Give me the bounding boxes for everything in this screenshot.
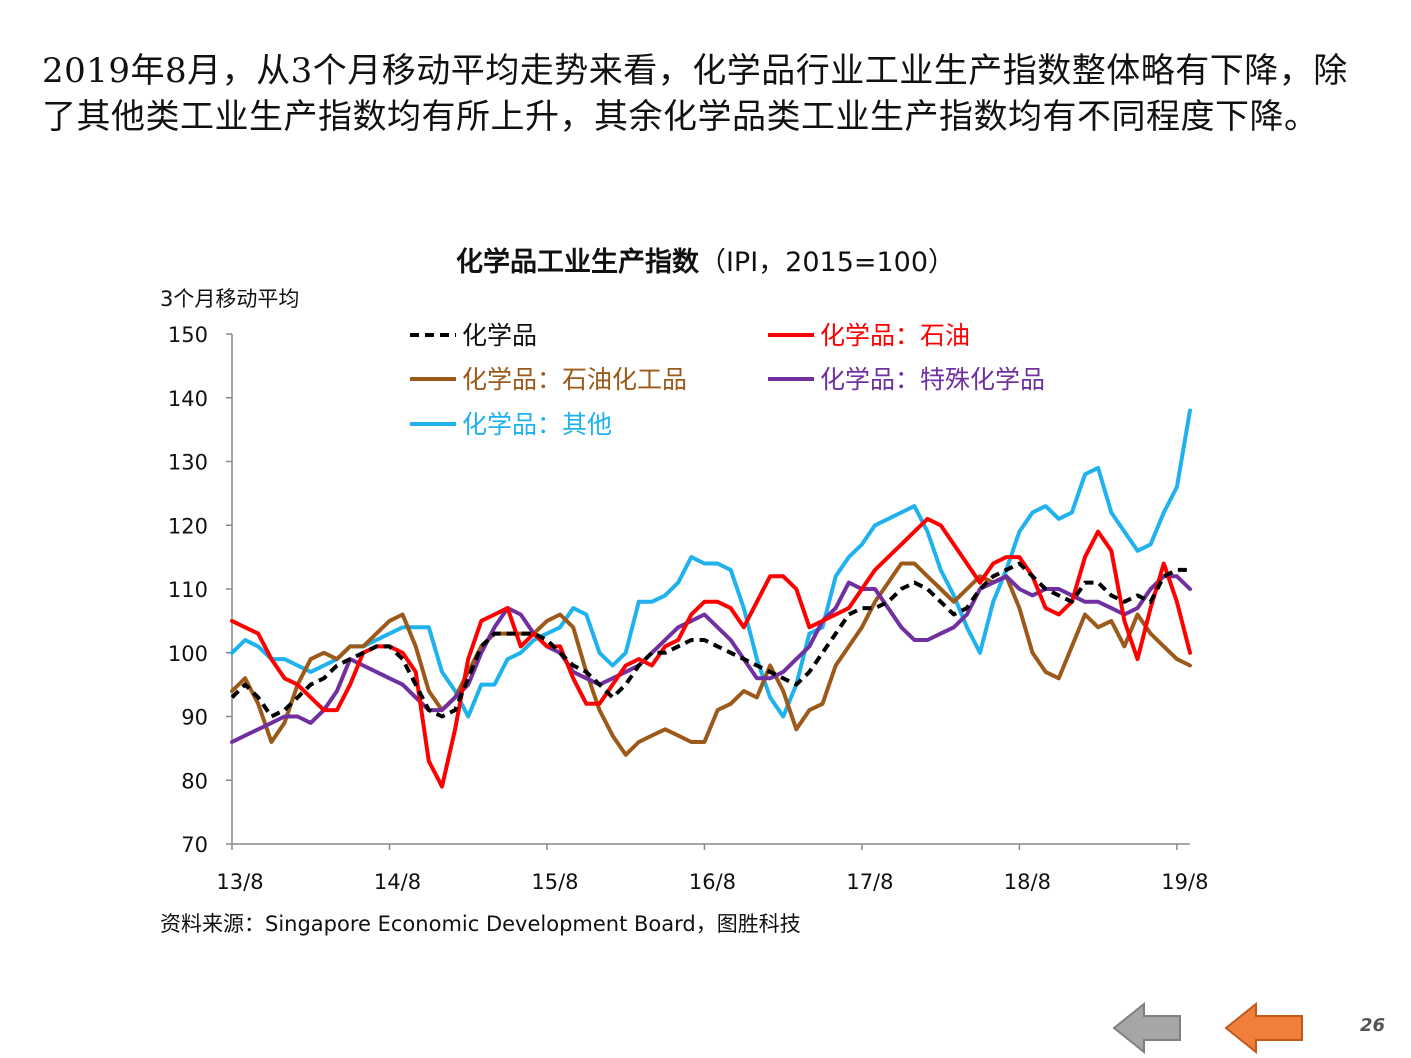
legend-label-petrochemicals: 化学品：石油化工品 [462,365,687,394]
source-note: 资料来源：Singapore Economic Development Boar… [160,912,801,936]
y-tick-label: 120 [168,514,208,538]
legend-label-petroleum: 化学品：石油 [820,321,970,350]
x-tick-label: 15/8 [531,870,578,894]
x-tick-label: 17/8 [846,870,893,894]
x-tick-label: 13/8 [216,870,263,894]
series-line-petrochemicals [230,561,1192,757]
y-tick-label: 90 [181,706,208,730]
legend-label-chemicals: 化学品 [462,321,537,350]
x-tick-label: 16/8 [689,870,736,894]
chart-title-main: 化学品工业生产指数 [455,247,699,278]
chart-title: 化学品工业生产指数（IPI，2015=100） [0,240,1411,279]
page-number: 26 [1360,1015,1386,1036]
series-line-specialty [230,574,1192,744]
series-line-petroleum [230,516,1192,789]
y-tick-label: 140 [168,387,208,411]
series-line-chemicals [230,561,1190,719]
x-tick-label: 19/8 [1161,870,1208,894]
y-tick-label: 150 [168,323,208,347]
y-tick-label: 110 [168,578,208,602]
next-page-button[interactable] [1222,998,1312,1058]
headline: 2019年8月，从3个月移动平均走势来看，化学品行业工业生产指数整体略有下降，除… [42,51,1348,137]
y-axis-unit-label: 3个月移动平均 [160,287,300,311]
legend-label-specialty: 化学品：特殊化学品 [820,365,1045,394]
previous-page-button[interactable] [1110,998,1200,1058]
x-tick-label: 18/8 [1004,870,1051,894]
series-line-others [230,408,1192,719]
chart-title-sub: （IPI，2015=100） [698,247,956,278]
y-tick-label: 70 [181,833,208,857]
left-arrow-icon [1112,1001,1181,1055]
x-tick-label: 14/8 [374,870,421,894]
left-arrow-icon [1224,1001,1303,1055]
y-tick-label: 130 [168,451,208,475]
y-tick-label: 80 [181,769,208,793]
y-tick-label: 100 [168,642,208,666]
legend-label-others: 化学品：其他 [462,410,612,439]
